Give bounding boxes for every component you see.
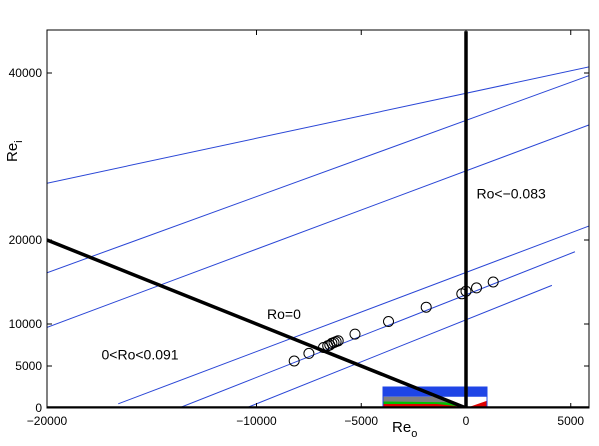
data-point: [420, 301, 432, 313]
y-axis-label-main: Re: [4, 143, 21, 162]
y-tick-label: 10000: [9, 317, 43, 331]
x-tick-label: −20000: [27, 414, 68, 428]
annotations: Ro=0 0<Ro<0.091 Ro<−0.083: [102, 185, 546, 362]
data-point: [487, 276, 499, 288]
data-points: [288, 276, 499, 367]
plot-frame: [46, 29, 590, 409]
y-axis-label-sub: i: [13, 140, 25, 142]
data-point: [383, 316, 394, 327]
x-ticks: −20000 −10000 −5000 0 5000: [27, 30, 584, 428]
blue-lines: [47, 66, 589, 408]
blue-line-3: [118, 225, 589, 405]
x-axis-label-main: Re: [392, 419, 411, 436]
blue-line-2: [47, 124, 589, 328]
x-tick-label: 5000: [557, 414, 584, 428]
inset-region-4: [466, 400, 487, 408]
x-tick-label: −5000: [344, 414, 378, 428]
inset-box: [382, 386, 488, 408]
blue-line-4: [178, 251, 576, 408]
y-tick-label: 5000: [15, 359, 42, 373]
blue-line-5: [245, 284, 553, 408]
y-axis-label: Rei: [4, 140, 25, 162]
data-point: [288, 355, 300, 367]
x-axis-label: Reo: [392, 419, 417, 440]
inset-region-0: [383, 387, 487, 397]
data-point: [303, 347, 315, 359]
ro-negative-label: Ro<−0.083: [477, 185, 546, 201]
data-point: [460, 285, 472, 297]
ro-zero-label: Ro=0: [267, 306, 301, 322]
x-axis-label-sub: o: [411, 428, 417, 440]
ro-range-label: 0<Ro<0.091: [102, 346, 179, 362]
y-tick-label: 0: [35, 401, 42, 415]
x-tick-label: −10000: [236, 414, 277, 428]
inset: [382, 386, 488, 408]
thick-lines: [47, 31, 589, 408]
y-tick-label: 40000: [9, 66, 43, 80]
data-point: [471, 282, 482, 294]
blue-line-0: [47, 66, 589, 184]
data-point: [332, 335, 344, 347]
y-tick-label: 20000: [9, 233, 43, 247]
blue-line-1: [47, 75, 589, 274]
x-tick-label: 0: [463, 414, 470, 428]
ro-zero-line: [47, 238, 467, 408]
data-point: [349, 328, 361, 340]
y-ticks: 0 5000 10000 20000 40000: [9, 66, 589, 415]
